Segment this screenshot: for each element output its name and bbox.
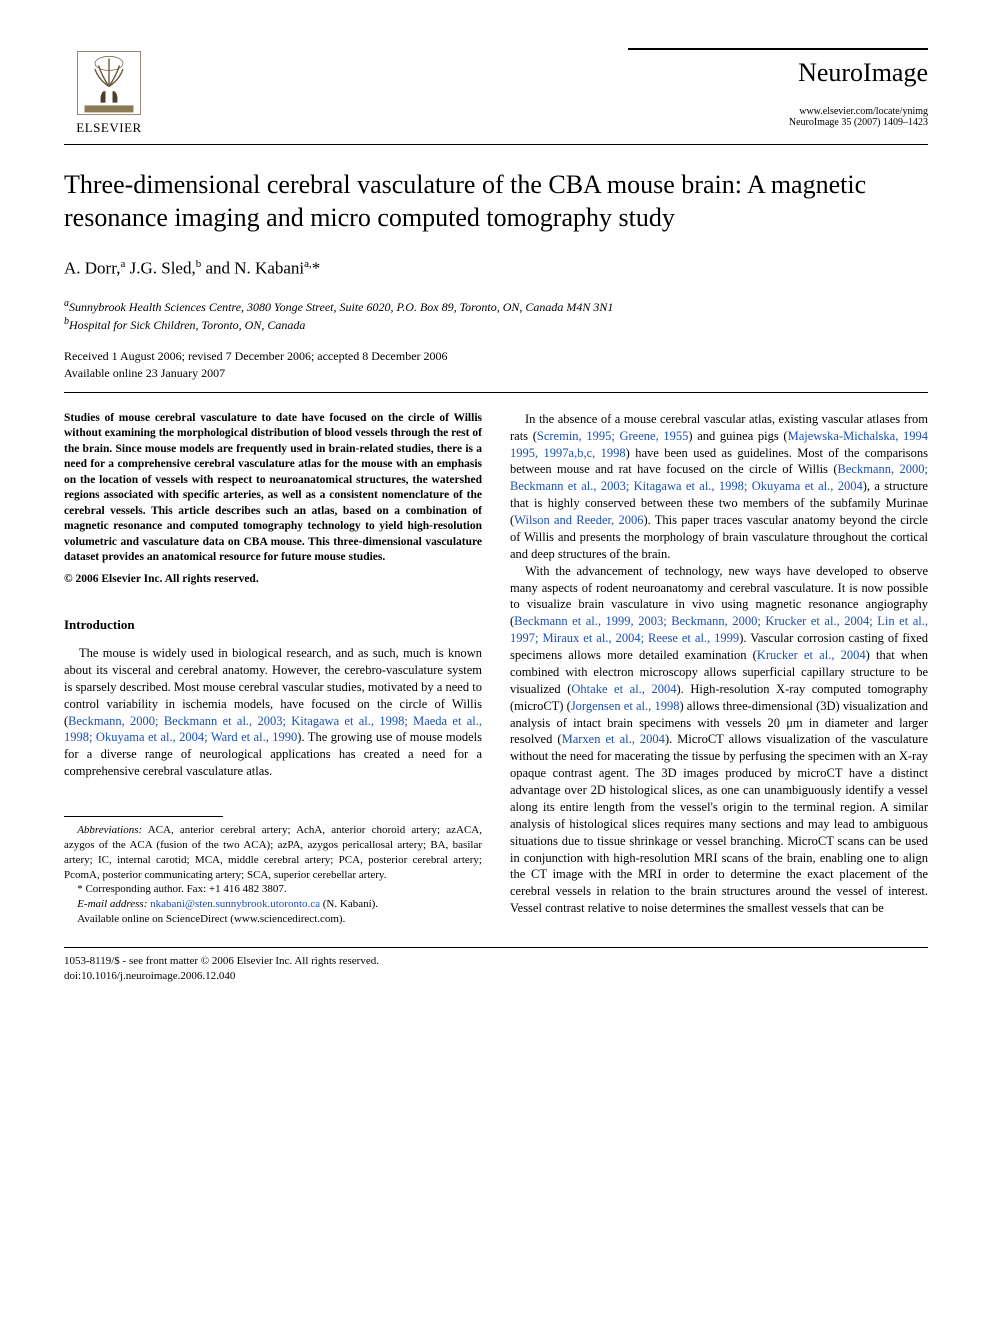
introduction-heading: Introduction (64, 616, 482, 634)
abbreviations-footnote: Abbreviations: ACA, anterior cerebral ar… (64, 823, 482, 882)
citation-link[interactable]: Jorgensen et al., 1998 (571, 699, 680, 713)
dates-received: Received 1 August 2006; revised 7 Decemb… (64, 348, 928, 365)
article-title: Three-dimensional cerebral vasculature o… (64, 169, 928, 234)
article-dates: Received 1 August 2006; revised 7 Decemb… (64, 348, 928, 382)
footer-block: 1053-8119/$ - see front matter © 2006 El… (64, 954, 928, 984)
footnotes: Abbreviations: ACA, anterior cerebral ar… (64, 823, 482, 927)
footer-doi: doi:10.1016/j.neuroimage.2006.12.040 (64, 969, 928, 984)
pre-body-rule (64, 392, 928, 393)
intro-para-1: The mouse is widely used in biological r… (64, 645, 482, 780)
right-para-1: In the absence of a mouse cerebral vascu… (510, 411, 928, 563)
citation-link[interactable]: Ohtake et al., 2004 (571, 682, 676, 696)
right-column: In the absence of a mouse cerebral vascu… (510, 411, 928, 927)
journal-citation: NeuroImage 35 (2007) 1409–1423 (628, 117, 928, 128)
corresponding-footnote: * Corresponding author. Fax: +1 416 482 … (64, 882, 482, 897)
elsevier-logo-icon (74, 48, 144, 118)
journal-top-rule (628, 48, 928, 50)
citation-link[interactable]: Marxen et al., 2004 (562, 732, 665, 746)
abstract-copyright: © 2006 Elsevier Inc. All rights reserved… (64, 572, 482, 588)
email-link[interactable]: nkabani@sten.sunnybrook.utoronto.ca (150, 898, 320, 910)
dates-online: Available online 23 January 2007 (64, 365, 928, 382)
journal-url: www.elsevier.com/locate/ynimg (628, 106, 928, 117)
available-footnote: Available online on ScienceDirect (www.s… (64, 912, 482, 927)
right-para-2: With the advancement of technology, new … (510, 563, 928, 917)
citation-link[interactable]: Krucker et al., 2004 (757, 648, 866, 662)
footer-copyright: 1053-8119/$ - see front matter © 2006 El… (64, 954, 928, 969)
citation-link[interactable]: Wilson and Reeder, 2006 (514, 513, 643, 527)
body-columns: Studies of mouse cerebral vasculature to… (64, 411, 928, 927)
affiliation-b: bHospital for Sick Children, Toronto, ON… (64, 315, 928, 334)
journal-title: NeuroImage (628, 58, 928, 88)
publisher-block: ELSEVIER (64, 48, 154, 136)
journal-block: NeuroImage www.elsevier.com/locate/ynimg… (628, 48, 928, 128)
footer-rule (64, 947, 928, 948)
footnote-rule (64, 816, 223, 817)
page-header: ELSEVIER NeuroImage www.elsevier.com/loc… (64, 48, 928, 136)
abstract-text: Studies of mouse cerebral vasculature to… (64, 411, 482, 566)
affiliations: aSunnybrook Health Sciences Centre, 3080… (64, 297, 928, 335)
email-footnote: E-mail address: nkabani@sten.sunnybrook.… (64, 897, 482, 912)
publisher-name: ELSEVIER (76, 120, 141, 136)
header-rule (64, 144, 928, 145)
citation-link[interactable]: Scremin, 1995; Greene, 1955 (537, 429, 688, 443)
affiliation-a: aSunnybrook Health Sciences Centre, 3080… (64, 297, 928, 316)
authors-line: A. Dorr,a J.G. Sled,b and N. Kabania,* (64, 258, 928, 279)
left-column: Studies of mouse cerebral vasculature to… (64, 411, 482, 927)
